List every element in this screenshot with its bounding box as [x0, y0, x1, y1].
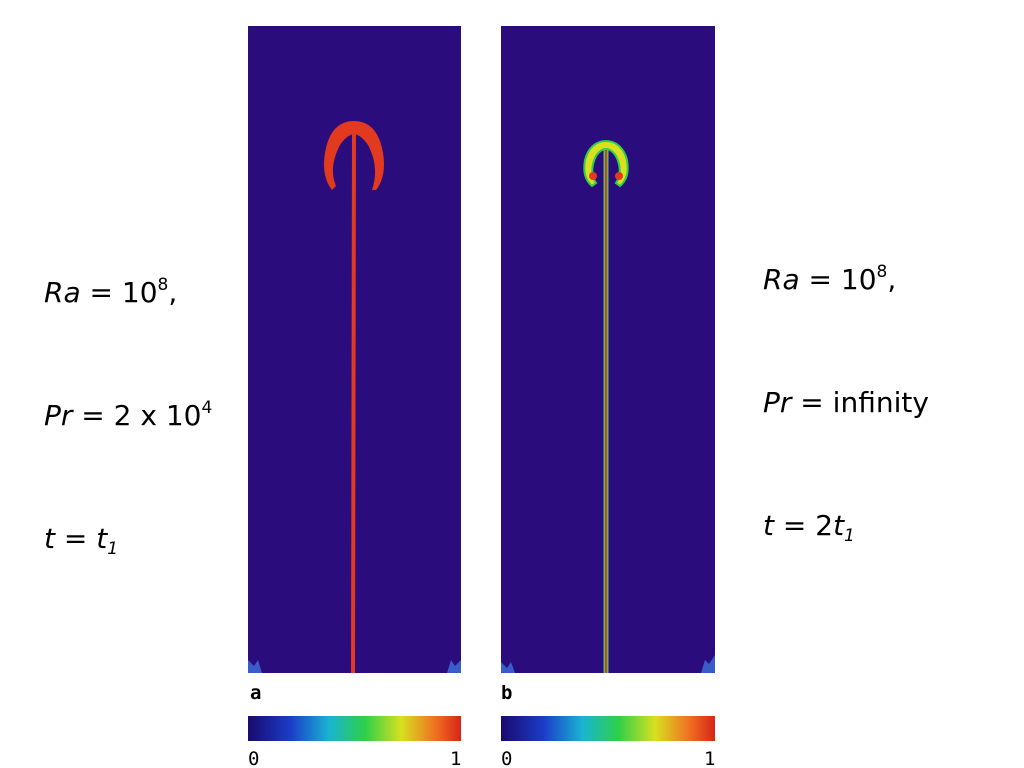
colorbar-tick: 1 — [704, 748, 715, 768]
right-parameters: Ra = 108, Pr = infinity t = 2t1 — [763, 177, 929, 587]
plume-vortex — [615, 172, 623, 180]
text: = infinity — [791, 386, 929, 419]
symbol: t — [96, 522, 108, 555]
param-line: Ra = 108, — [44, 272, 212, 313]
symbol: Ra — [763, 263, 800, 296]
colorbar — [248, 716, 461, 741]
plume-cap — [324, 121, 384, 190]
exponent: 8 — [157, 275, 169, 295]
text: = 10 — [799, 263, 877, 296]
plume-cap — [583, 139, 629, 188]
param-line: Pr = 2 x 104 — [44, 395, 212, 436]
text: = 10 — [80, 276, 158, 309]
text: , — [887, 263, 897, 296]
left-parameters: Ra = 108, Pr = 2 x 104 t = t1 — [44, 190, 212, 600]
symbol: Pr — [763, 386, 792, 419]
param-line: t = t1 — [44, 518, 212, 559]
symbol: t — [44, 522, 55, 555]
text: , — [168, 276, 178, 309]
colorbar-tick: 1 — [450, 748, 461, 768]
plume-stem — [351, 124, 356, 674]
symbol: Pr — [44, 399, 73, 432]
subscript: 1 — [844, 526, 855, 546]
param-line: t = 2t1 — [763, 505, 929, 546]
colorbar — [501, 716, 715, 741]
plume-vortex — [589, 172, 597, 180]
text: = 2 x 10 — [72, 399, 202, 432]
symbol: Ra — [44, 276, 81, 309]
param-line: Pr = infinity — [763, 382, 929, 423]
symbol: t — [833, 509, 845, 542]
exponent: 8 — [876, 262, 888, 282]
subscript: 1 — [107, 539, 119, 559]
symbol: t — [763, 509, 774, 542]
exponent: 4 — [201, 398, 213, 418]
param-line: Ra = 108, — [763, 259, 929, 300]
colorbar-tick: 0 — [248, 748, 259, 768]
panel-label: a — [250, 682, 261, 704]
panel-label: b — [501, 682, 512, 704]
text: = — [54, 522, 97, 555]
text: = 2 — [773, 509, 834, 542]
colorbar-tick: 0 — [501, 748, 512, 768]
